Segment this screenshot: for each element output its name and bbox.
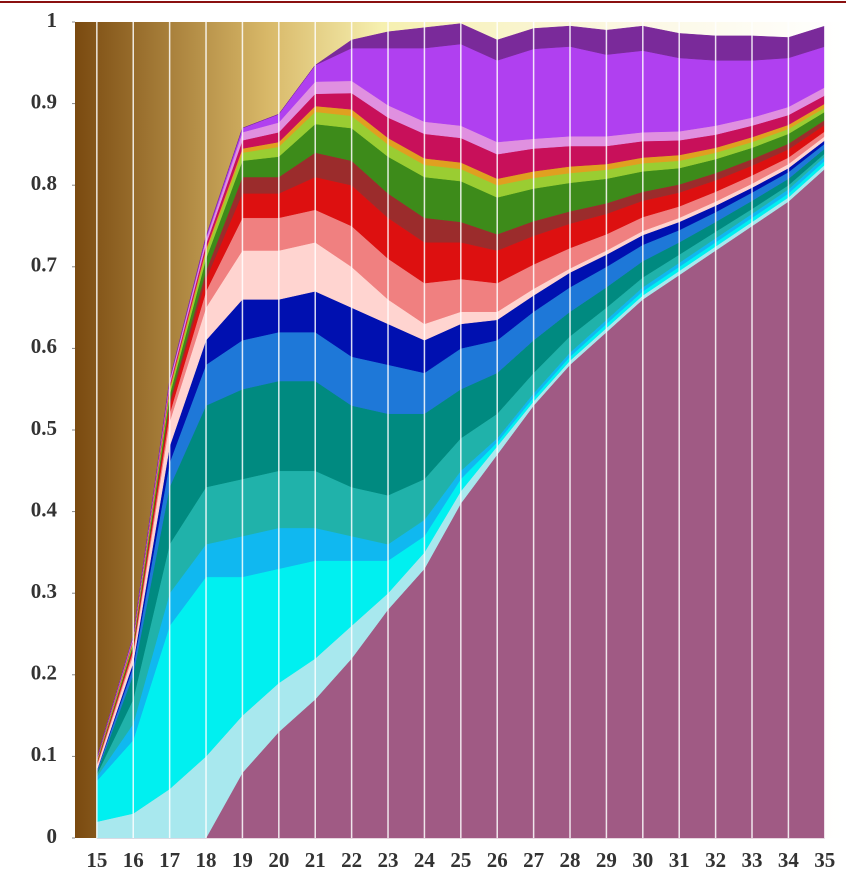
- y-tick-label: 0: [47, 824, 58, 848]
- x-tick-label: 29: [596, 848, 617, 872]
- y-tick-label: 0.3: [31, 579, 57, 603]
- y-tick-label: 0.6: [31, 334, 57, 358]
- x-tick-label: 28: [560, 848, 581, 872]
- x-tick-label: 15: [86, 848, 107, 872]
- x-tick-label: 18: [196, 848, 217, 872]
- x-tick-label: 33: [742, 848, 763, 872]
- x-tick-label: 22: [341, 848, 362, 872]
- y-tick-label: 0.9: [31, 89, 57, 113]
- x-tick-label: 34: [778, 848, 800, 872]
- x-tick-label: 25: [450, 848, 471, 872]
- x-tick-label: 16: [123, 848, 144, 872]
- x-tick-label: 32: [705, 848, 726, 872]
- x-tick-label: 27: [523, 848, 544, 872]
- x-tick-label: 23: [378, 848, 399, 872]
- labels: 15 16 17 18 19 20 21 22 23 24 25 26 27 28 29 30 31 32 33 34…: [31, 8, 836, 872]
- x-tick-label: 24: [414, 848, 436, 872]
- y-tick-label: 1: [47, 8, 58, 32]
- y-tick-label: 0.7: [31, 253, 57, 277]
- y-tick-label: 0.8: [31, 171, 57, 195]
- x-tick-label: 17: [159, 848, 180, 872]
- x-tick-label: 35: [814, 848, 835, 872]
- x-tick-label: 26: [487, 848, 508, 872]
- y-tick-label: 0.1: [31, 742, 57, 766]
- x-tick-label: 20: [268, 848, 289, 872]
- y-tick-label: 0.2: [31, 661, 57, 685]
- x-tick-label: 31: [669, 848, 690, 872]
- y-tick-label: 0.5: [31, 416, 57, 440]
- x-tick-label: 21: [305, 848, 326, 872]
- x-tick-label: 30: [632, 848, 653, 872]
- grid: [96, 22, 826, 838]
- y-tick-label: 0.4: [31, 497, 58, 521]
- x-tick-label: 19: [232, 848, 253, 872]
